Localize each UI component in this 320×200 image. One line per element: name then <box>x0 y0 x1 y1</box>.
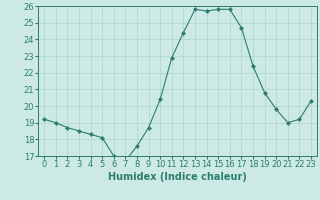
X-axis label: Humidex (Indice chaleur): Humidex (Indice chaleur) <box>108 172 247 182</box>
